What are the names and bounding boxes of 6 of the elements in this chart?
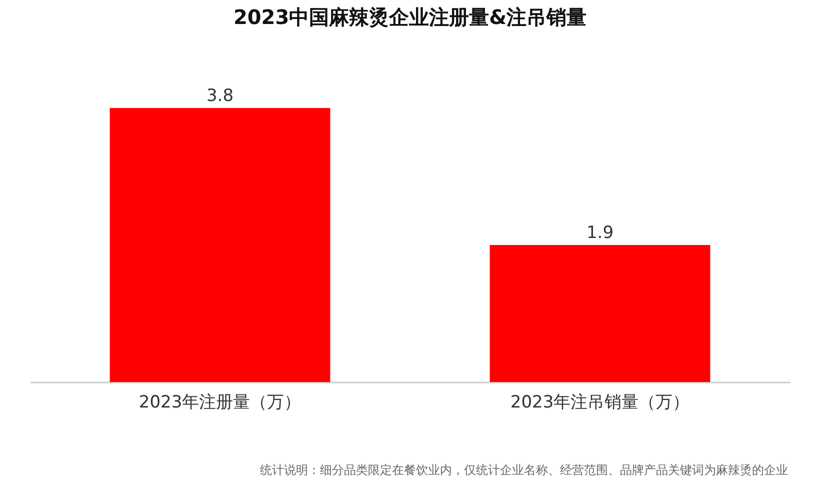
data-label: 1.9	[586, 222, 614, 243]
text: 统计说明：细分品类限定在餐饮业内，仅统计企业名称、经营范围、品牌产品关键词为麻辣烫的企业	[260, 462, 788, 479]
data-label: 3.8	[206, 86, 234, 106]
x-tick-label: 2023年注吊销量（万）	[510, 392, 690, 412]
chart-title: 2023中国麻辣烫企业注册量&注吊销量	[233, 5, 587, 29]
x-tick-label: 2023年注册量（万）	[138, 392, 302, 412]
